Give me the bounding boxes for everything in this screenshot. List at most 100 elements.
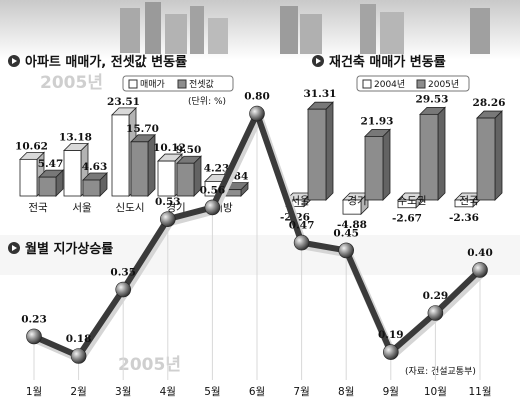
- chart-title-landprice: 월별 지가상승률: [25, 241, 113, 257]
- data-point-0: [26, 328, 42, 345]
- bar-2005-3-front: [476, 117, 496, 201]
- value-label-sale-1: 13.18: [59, 132, 92, 144]
- data-point-7: [338, 242, 355, 259]
- value-label-month-7: 0.45: [333, 227, 359, 239]
- bar-2005-0-side: [325, 101, 334, 201]
- value-label-sale-3: 10.12: [153, 142, 186, 154]
- value-label-month-3: 0.53: [155, 196, 181, 208]
- value-label-jeonse-2: 15.70: [126, 123, 159, 135]
- data-point-3: [160, 211, 176, 227]
- apartment-bars: 10.62 5.47 전국 13.18 4.63 서울 23.51 15.70 신도시 10.12…: [15, 96, 249, 214]
- value-label-month-10: 0.40: [467, 247, 493, 259]
- bar-2005-3-side: [494, 110, 503, 201]
- value-label-2005-0: 31.31: [304, 88, 337, 100]
- month-label-1: 2월: [70, 386, 86, 398]
- month-label-9: 10월: [424, 386, 447, 398]
- data-point-1: [70, 348, 87, 364]
- chart-title-apartment: 아파트 매매가, 전셋값 변동률: [25, 54, 187, 70]
- value-label-2004-2: -2.67: [392, 213, 422, 225]
- value-label-2004-3: -2.36: [449, 212, 479, 224]
- category-label-apt-1: 서울: [72, 202, 92, 214]
- title-bottom-marker: [8, 242, 20, 254]
- bar-jeonse-2: [130, 133, 156, 197]
- value-label-2005-3: 28.26: [473, 97, 506, 109]
- title-left-marker: [8, 55, 20, 67]
- legend-left: 매매가 전셋값: [122, 75, 234, 92]
- chart-title-reconstruction: 재건축 매매가 변동률: [329, 54, 446, 70]
- title-right-marker: [312, 55, 324, 67]
- bar-2004-3-front: [454, 199, 474, 208]
- legend-label-sale: 매매가: [140, 79, 165, 90]
- category-label-apt-0: 전국: [28, 202, 48, 214]
- data-point-9: [427, 305, 444, 321]
- bar-2005-2: [419, 106, 446, 201]
- value-label-month-8: 0.19: [378, 329, 404, 341]
- unit-label: (단위: %): [188, 96, 226, 107]
- value-label-month-0: 0.23: [21, 313, 47, 325]
- landprice-line: 0.23 1월 0.18 2월 0.35 3월 0.53 4월 0.56 5월 0.80 6월 0.47…: [21, 91, 493, 398]
- bar-sale-2-front: [111, 114, 130, 197]
- category-label-recon-2: 수도권: [398, 195, 427, 207]
- month-label-6: 7월: [293, 386, 309, 398]
- month-label-3: 4월: [160, 386, 176, 398]
- value-label-month-4: 0.56: [200, 184, 226, 196]
- bar-2005-1-front: [364, 136, 384, 201]
- data-point-4: [204, 199, 221, 216]
- bar-jeonse-0: [38, 169, 64, 197]
- legend-right: 2004년 2005년: [356, 75, 470, 92]
- value-label-2005-2: 29.53: [416, 93, 449, 105]
- legend-label-2005: 2005년: [428, 79, 459, 90]
- value-label-month-9: 0.29: [423, 290, 449, 302]
- data-point-8: [382, 344, 399, 360]
- bar-jeonse-1-front: [82, 179, 101, 197]
- month-label-8: 9월: [383, 386, 399, 398]
- subtitle-year: 2005년: [40, 73, 103, 93]
- source-label: (자료: 건설교통부): [405, 366, 476, 377]
- legend-label-jeonse: 전셋값: [189, 78, 214, 90]
- value-label-month-5: 0.80: [244, 91, 270, 103]
- bar-2005-1: [364, 128, 391, 201]
- skyline-left: [0, 0, 270, 60]
- month-label-4: 5월: [204, 386, 220, 398]
- data-point-2: [115, 281, 131, 298]
- value-label-sale-2: 23.51: [107, 96, 140, 108]
- category-label-apt-3: 경기: [166, 201, 185, 214]
- value-label-sale-4: 4.23: [204, 162, 230, 174]
- bar-jeonse-3: [176, 155, 202, 197]
- month-label-5: 6월: [249, 386, 265, 398]
- category-label-recon-1: 경기: [347, 194, 366, 207]
- skyline-bottom: [0, 235, 520, 275]
- category-label-recon-0: 서울: [290, 195, 310, 207]
- value-label-2005-1: 21.93: [361, 115, 394, 127]
- value-label-month-6: 0.47: [289, 220, 315, 232]
- skyline-right: [270, 0, 520, 60]
- bar-2005-0: [307, 101, 334, 201]
- value-label-2004-1: -4.88: [337, 219, 367, 231]
- bar-jeonse-1: [82, 172, 108, 197]
- value-label-jeonse-3: 9.50: [176, 144, 202, 156]
- bar-2005-1-side: [382, 128, 391, 201]
- bar-2005-2-side: [437, 106, 446, 201]
- bar-sale-3-front: [157, 160, 176, 197]
- bar-sale-2: [111, 106, 137, 197]
- reconstruction-bars: -2.2631.31서울-4.8821.93경기-2.6729.53수도권-2.…: [280, 88, 505, 231]
- bar-2005-0-front: [307, 108, 327, 201]
- bar-2004-2-front: [397, 199, 417, 209]
- bar-sale-0-front: [19, 158, 38, 197]
- data-point-5: [249, 105, 265, 122]
- value-label-month-1: 0.18: [66, 333, 92, 345]
- value-label-jeonse-0: 5.47: [38, 158, 64, 170]
- value-label-sale-0: 10.62: [15, 140, 48, 152]
- bar-2005-3: [476, 110, 503, 201]
- data-point-10: [472, 262, 488, 278]
- data-point-6: [293, 234, 310, 251]
- month-label-2: 3월: [115, 386, 131, 398]
- legend-label-2004: 2004년: [374, 79, 405, 90]
- category-label-recon-3: 전국: [459, 195, 479, 207]
- category-label-apt-2: 신도시: [116, 202, 145, 214]
- month-label-0: 1월: [26, 386, 42, 398]
- watermark-year: 2005년: [118, 355, 181, 375]
- month-label-7: 8월: [338, 386, 354, 398]
